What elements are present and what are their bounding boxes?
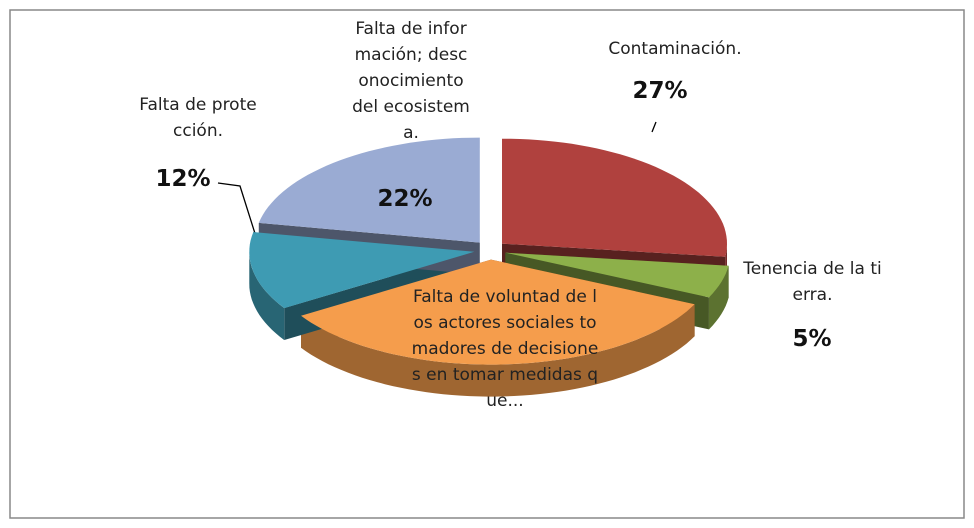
value-label: 22% (377, 186, 433, 212)
value-label: 27% (632, 78, 688, 104)
value-label: 5% (792, 326, 832, 352)
slice-side (708, 265, 729, 330)
value-label: 12% (155, 166, 211, 192)
pie-slice (502, 138, 727, 257)
slice-label: Contaminación. (608, 39, 742, 59)
pie-slice (301, 259, 695, 365)
slice-label: Tenencia de la tierra. (743, 259, 882, 305)
slice-label: Falta de voluntad de los actores sociale… (411, 287, 599, 411)
slice-label: Falta de información; desconocimiento de… (352, 19, 470, 143)
slice-label: Falta de protección. (139, 95, 257, 141)
pie-slice (505, 252, 729, 298)
slice-side (249, 251, 285, 341)
pie-slice (258, 137, 480, 243)
leader-line (651, 121, 657, 133)
slice-side (301, 304, 695, 397)
pie-slice (249, 232, 475, 309)
